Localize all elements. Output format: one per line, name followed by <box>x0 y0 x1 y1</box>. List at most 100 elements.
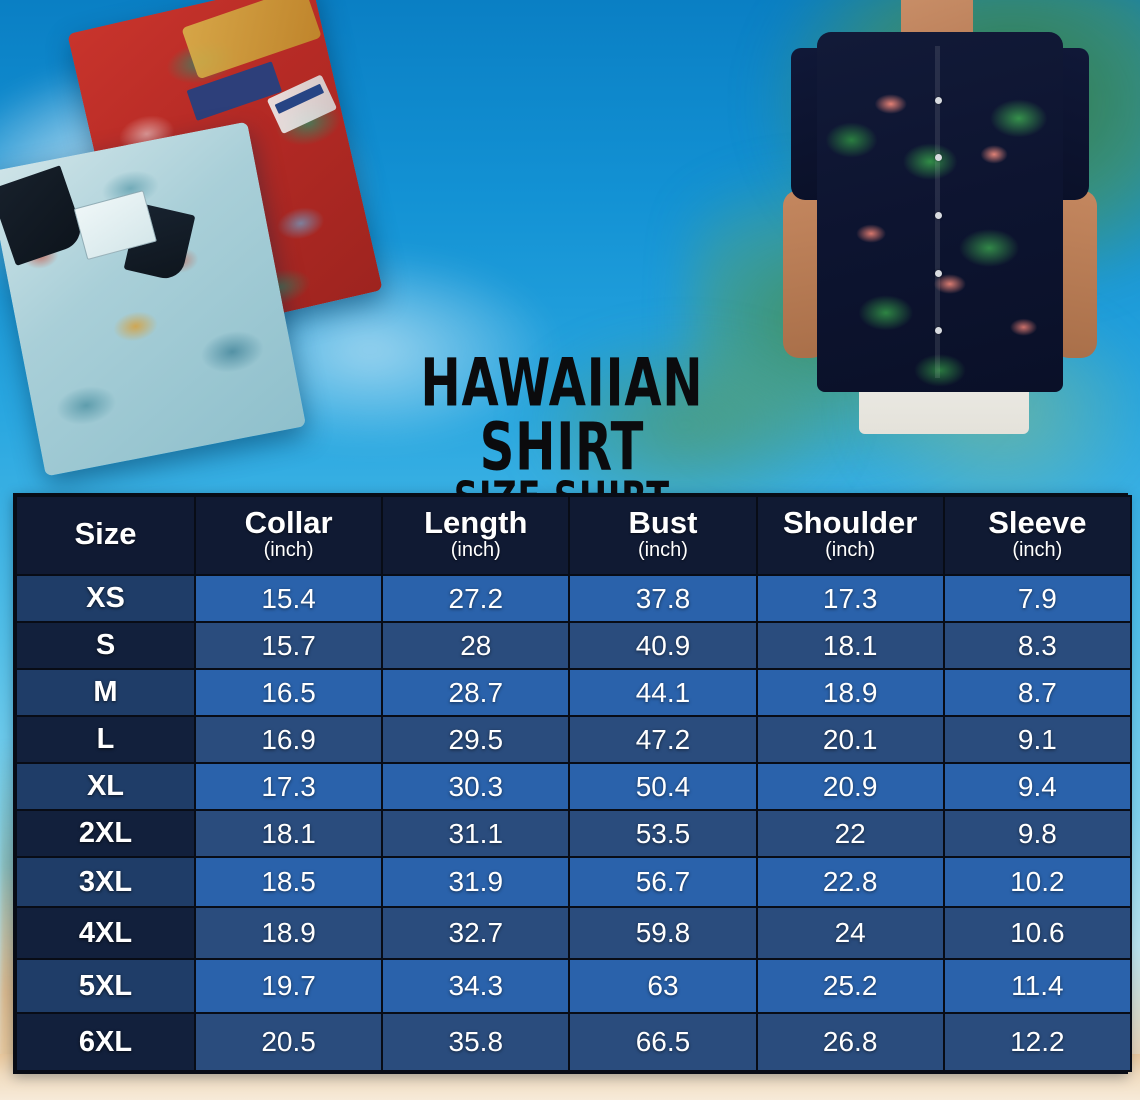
shirt-button <box>935 327 943 335</box>
collar-cell: 16.5 <box>193 668 384 717</box>
model-photo <box>740 0 1140 492</box>
length-cell: 30.3 <box>381 762 571 811</box>
folded-shirts-photo <box>0 0 383 477</box>
shirt-button <box>935 212 943 219</box>
page-title: HAWAIIAN SHIRT <box>420 344 704 486</box>
shoulder-cell: 24 <box>755 906 945 960</box>
length-cell: 28 <box>381 621 571 670</box>
shirt-placket <box>935 46 941 378</box>
column-header-length-unit: (inch) <box>450 538 501 561</box>
bust-cell: 47.2 <box>568 715 758 764</box>
column-header-size: Size <box>15 495 196 576</box>
column-header-collar-unit: (inch) <box>263 538 314 561</box>
palm-foliage-center <box>520 330 850 520</box>
length-cell: 29.5 <box>381 715 571 764</box>
column-header-shoulder-label: Shoulder <box>782 505 918 541</box>
shoulder-cell: 20.1 <box>755 715 945 764</box>
collar-cell: 17.3 <box>193 762 384 811</box>
sleeve-cell: 8.3 <box>942 621 1132 670</box>
size-cell: 2XL <box>15 809 196 858</box>
length-cell: 31.9 <box>381 856 571 908</box>
table-row: 3XL 18.5 31.9 56.7 22.8 10.2 <box>15 856 1132 908</box>
collar-cell: 15.7 <box>193 621 384 670</box>
shoulder-cell: 17.3 <box>755 574 945 623</box>
size-cell: XS <box>15 574 196 623</box>
sleeve-cell: 12.2 <box>942 1012 1132 1072</box>
sleeve-cell: 10.6 <box>942 906 1132 960</box>
shoulder-cell: 20.9 <box>755 762 945 811</box>
bust-cell: 40.9 <box>568 621 758 670</box>
column-header-sleeve-label: Sleeve <box>988 505 1087 541</box>
shirt-button <box>935 96 943 104</box>
collar-cell: 20.5 <box>193 1012 384 1072</box>
collar-cell: 19.7 <box>193 958 384 1014</box>
table-row: 4XL 18.9 32.7 59.8 24 10.6 <box>15 906 1132 960</box>
sleeve-cell: 9.1 <box>942 715 1132 764</box>
size-cell: S <box>15 621 196 670</box>
shirt-button <box>935 269 943 277</box>
size-chart-table: Size Collar (inch) Length (inch) Bust (i… <box>15 495 1132 1072</box>
sleeve-cell: 10.2 <box>942 856 1132 908</box>
column-header-length-label: Length <box>424 505 528 541</box>
bust-cell: 53.5 <box>568 809 758 858</box>
bust-cell: 63 <box>568 958 758 1014</box>
sleeve-cell: 11.4 <box>942 958 1132 1014</box>
table-row: S 15.7 28 40.9 18.1 8.3 <box>15 621 1132 670</box>
shoulder-cell: 25.2 <box>755 958 945 1014</box>
collar-cell: 16.9 <box>193 715 384 764</box>
shoulder-cell: 18.1 <box>755 621 945 670</box>
bust-cell: 56.7 <box>568 856 758 908</box>
column-header-sleeve: Sleeve (inch) <box>942 495 1132 576</box>
navy-flamingo-shirt-image <box>817 32 1063 392</box>
model-figure <box>783 0 1097 434</box>
column-header-bust-unit: (inch) <box>637 538 688 561</box>
collar-cell: 18.9 <box>193 906 384 960</box>
bust-cell: 66.5 <box>568 1012 758 1072</box>
size-chart-table-wrapper: Size Collar (inch) Length (inch) Bust (i… <box>13 493 1132 1074</box>
shoulder-cell: 22 <box>755 809 945 858</box>
length-cell: 27.2 <box>381 574 571 623</box>
table-row: XS 15.4 27.2 37.8 17.3 7.9 <box>15 574 1132 623</box>
sleeve-cell: 7.9 <box>942 574 1132 623</box>
table-row: L 16.9 29.5 47.2 20.1 9.1 <box>15 715 1132 764</box>
length-cell: 34.3 <box>381 958 571 1014</box>
table-row: XL 17.3 30.3 50.4 20.9 9.4 <box>15 762 1132 811</box>
sleeve-cell: 8.7 <box>942 668 1132 717</box>
bust-cell: 50.4 <box>568 762 758 811</box>
size-cell: 4XL <box>15 906 196 960</box>
size-cell: 5XL <box>15 958 196 1014</box>
length-cell: 28.7 <box>381 668 571 717</box>
collar-cell: 18.1 <box>193 809 384 858</box>
table-row: 2XL 18.1 31.1 53.5 22 9.8 <box>15 809 1132 858</box>
column-header-size-label: Size <box>74 516 137 551</box>
length-cell: 35.8 <box>381 1012 571 1072</box>
collar-cell: 18.5 <box>193 856 384 908</box>
shoulder-cell: 26.8 <box>755 1012 945 1072</box>
bust-cell: 44.1 <box>568 668 758 717</box>
bust-cell: 37.8 <box>568 574 758 623</box>
sleeve-cell: 9.4 <box>942 762 1132 811</box>
column-header-shoulder: Shoulder (inch) <box>755 495 945 576</box>
table-row: 6XL 20.5 35.8 66.5 26.8 12.2 <box>15 1012 1132 1072</box>
column-header-sleeve-unit: (inch) <box>1012 538 1063 561</box>
column-header-bust-label: Bust <box>628 505 698 541</box>
column-header-shoulder-unit: (inch) <box>825 538 876 561</box>
bust-cell: 59.8 <box>568 906 758 960</box>
teal-shirt-collar-left <box>0 165 87 266</box>
size-cell: XL <box>15 762 196 811</box>
size-cell: 6XL <box>15 1012 196 1072</box>
length-cell: 32.7 <box>381 906 571 960</box>
shoulder-cell: 18.9 <box>755 668 945 717</box>
collar-cell: 15.4 <box>193 574 384 623</box>
length-cell: 31.1 <box>381 809 571 858</box>
shoulder-cell: 22.8 <box>755 856 945 908</box>
table-header: Size Collar (inch) Length (inch) Bust (i… <box>15 495 1132 576</box>
column-header-length: Length (inch) <box>381 495 571 576</box>
column-header-collar-label: Collar <box>244 505 333 541</box>
size-cell: L <box>15 715 196 764</box>
sleeve-cell: 9.8 <box>942 809 1132 858</box>
table-row: M 16.5 28.7 44.1 18.9 8.7 <box>15 668 1132 717</box>
column-header-collar: Collar (inch) <box>193 495 384 576</box>
table-row: 5XL 19.7 34.3 63 25.2 11.4 <box>15 958 1132 1014</box>
